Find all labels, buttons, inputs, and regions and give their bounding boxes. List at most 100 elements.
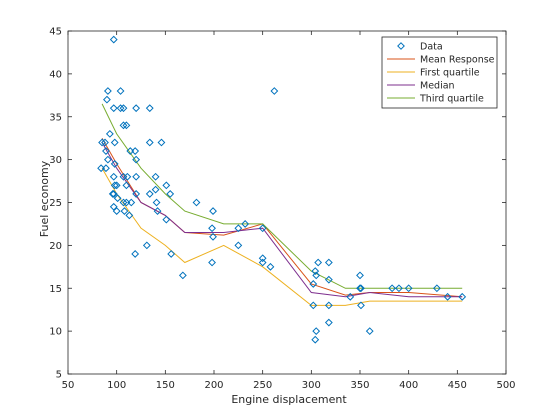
data-point bbox=[167, 250, 176, 258]
data-point bbox=[109, 202, 118, 211]
data-point bbox=[109, 172, 118, 181]
data-point bbox=[357, 284, 365, 293]
data-point bbox=[116, 87, 125, 95]
data-point bbox=[132, 104, 141, 113]
legend: Data Mean Response First quartile Median Thi… bbox=[381, 36, 498, 109]
data-point bbox=[208, 224, 216, 233]
data-point bbox=[112, 181, 121, 190]
data-point bbox=[162, 215, 171, 224]
y-tick-label: 10 bbox=[49, 327, 62, 338]
data-point bbox=[113, 194, 122, 203]
data-point bbox=[103, 87, 112, 95]
data-point bbox=[98, 138, 106, 147]
data-point bbox=[131, 147, 140, 155]
y-tick-label: 30 bbox=[49, 155, 62, 166]
data-point bbox=[178, 271, 187, 280]
data-point bbox=[388, 284, 397, 293]
x-tick-label: 250 bbox=[253, 380, 272, 391]
data-point bbox=[123, 172, 132, 181]
data-point bbox=[166, 190, 175, 198]
legend-label: Mean Response bbox=[420, 55, 495, 66]
x-tick-label: 400 bbox=[399, 380, 418, 391]
series-line bbox=[101, 167, 463, 306]
y-tick-label: 35 bbox=[49, 112, 62, 123]
data-point bbox=[311, 335, 320, 344]
data-point bbox=[110, 138, 119, 147]
data-point bbox=[356, 271, 364, 280]
data-point bbox=[312, 271, 321, 280]
data-point bbox=[314, 258, 323, 267]
data-point bbox=[110, 160, 119, 168]
x-tick-label: 350 bbox=[350, 380, 369, 391]
data-point bbox=[270, 87, 279, 95]
y-axis-label: Fuel economy bbox=[38, 160, 51, 237]
data-point bbox=[151, 185, 160, 194]
series-line bbox=[101, 137, 463, 298]
data-point bbox=[209, 232, 217, 241]
data-point bbox=[241, 220, 250, 228]
series-line bbox=[101, 142, 463, 298]
series-line bbox=[101, 103, 463, 289]
data-point bbox=[101, 138, 109, 147]
x-axis-label: Engine displacement bbox=[231, 393, 347, 406]
x-tick-label: 100 bbox=[107, 380, 126, 391]
data-point bbox=[209, 207, 217, 215]
data-point bbox=[162, 181, 171, 190]
data-point bbox=[404, 284, 413, 293]
plot-area bbox=[97, 35, 467, 344]
data-point bbox=[357, 301, 365, 310]
data-point bbox=[142, 241, 151, 250]
data-point bbox=[443, 292, 452, 301]
data-point bbox=[258, 224, 267, 233]
data-point bbox=[116, 104, 125, 113]
data-point bbox=[395, 284, 403, 293]
data-point bbox=[125, 211, 134, 220]
data-point bbox=[266, 262, 275, 271]
legend-label: Data bbox=[420, 42, 443, 53]
data-point bbox=[122, 121, 131, 130]
axes: 50 100 150 200 250 300 350 400 450 500 5 10 15 20 25 30… bbox=[49, 27, 515, 392]
data-point bbox=[309, 280, 318, 288]
data-point bbox=[119, 198, 128, 207]
legend-label: Third quartile bbox=[419, 94, 484, 105]
data-point bbox=[132, 172, 141, 181]
data-point bbox=[145, 138, 154, 147]
data-point bbox=[234, 224, 243, 233]
x-tick-label: 50 bbox=[62, 380, 75, 391]
data-point bbox=[324, 318, 333, 327]
data-point bbox=[119, 104, 128, 113]
data-point bbox=[145, 190, 154, 198]
data-point bbox=[356, 284, 364, 293]
y-tick-label: 20 bbox=[49, 241, 62, 252]
data-point bbox=[119, 121, 128, 130]
data-point bbox=[151, 172, 160, 181]
data-point bbox=[458, 292, 467, 301]
data-point bbox=[109, 35, 118, 44]
data-point bbox=[109, 104, 118, 113]
legend-marker bbox=[397, 42, 405, 50]
y-tick-label: 45 bbox=[49, 27, 62, 38]
y-tick-label: 15 bbox=[49, 284, 62, 295]
y-tick-label: 40 bbox=[49, 69, 62, 80]
data-point bbox=[192, 198, 201, 207]
legend-label: First quartile bbox=[420, 68, 480, 79]
y-tick-label: 5 bbox=[56, 370, 62, 381]
data-point bbox=[311, 267, 320, 276]
data-point bbox=[157, 138, 166, 147]
x-tick-label: 300 bbox=[302, 380, 321, 391]
y-tick-label: 25 bbox=[49, 198, 62, 209]
data-point bbox=[122, 181, 131, 190]
data-point bbox=[324, 258, 333, 267]
data-point bbox=[145, 104, 154, 113]
data-point bbox=[108, 190, 117, 198]
data-point bbox=[234, 241, 243, 250]
data-point bbox=[110, 181, 119, 190]
data-point bbox=[120, 207, 129, 215]
data-point bbox=[365, 327, 374, 336]
data-point bbox=[346, 292, 355, 301]
x-tick-label: 150 bbox=[156, 380, 175, 391]
data-point bbox=[309, 301, 318, 310]
data-point bbox=[103, 95, 111, 104]
